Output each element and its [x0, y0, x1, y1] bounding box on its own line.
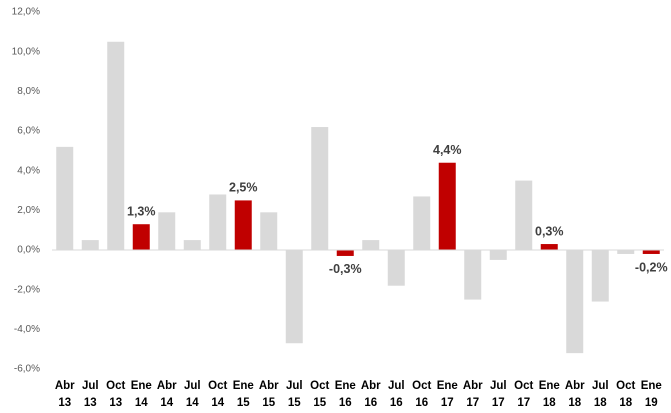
- bar: [107, 41, 125, 250]
- x-tick-label: Oct 16: [412, 380, 431, 409]
- bar: [642, 250, 660, 254]
- y-tick-label: 0,0%: [17, 245, 40, 256]
- bar: [489, 250, 507, 260]
- x-tick-label: Abr 18: [565, 380, 585, 409]
- x-tick-label: Oct 13: [106, 380, 125, 409]
- bar: [285, 250, 303, 344]
- data-label: -0,2%: [635, 260, 668, 274]
- bar: [132, 224, 150, 250]
- x-tick-label: Abr 13: [55, 380, 75, 409]
- y-tick-label: -6,0%: [14, 364, 40, 375]
- y-tick-label: -4,0%: [14, 324, 40, 335]
- bar: [362, 240, 380, 250]
- bar: [413, 196, 431, 250]
- x-tick-label: Ene 19: [641, 380, 662, 409]
- x-tick-label: Ene 17: [437, 380, 458, 409]
- x-tick-label: Jul 15: [286, 380, 303, 409]
- bar: [336, 250, 354, 256]
- bar: [566, 250, 584, 354]
- bar: [387, 250, 405, 286]
- x-tick-label: Jul 17: [490, 380, 507, 409]
- data-label: 0,3%: [535, 224, 564, 238]
- bar: [158, 212, 176, 250]
- data-label: 1,3%: [127, 205, 156, 219]
- y-tick-label: 2,0%: [17, 205, 40, 216]
- x-tick-label: Jul 13: [82, 380, 99, 409]
- x-tick-label: Oct 15: [310, 380, 329, 409]
- bar: [81, 240, 99, 250]
- bar: [438, 162, 456, 250]
- bar: [540, 244, 558, 250]
- y-tick-label: -2,0%: [14, 284, 40, 295]
- y-tick-label: 12,0%: [12, 7, 40, 18]
- bar: [234, 200, 252, 250]
- y-tick-label: 6,0%: [17, 126, 40, 137]
- y-tick-label: 8,0%: [17, 86, 40, 97]
- bar: [209, 194, 227, 250]
- x-tick-label: Ene 15: [233, 380, 254, 409]
- x-tick-label: Ene 16: [335, 380, 356, 409]
- y-tick-label: 10,0%: [12, 46, 40, 57]
- bar: [464, 250, 482, 300]
- x-tick-label: Oct 18: [616, 380, 635, 409]
- x-tick-label: Jul 18: [592, 380, 609, 409]
- bar: [515, 180, 533, 250]
- x-tick-label: Oct 17: [514, 380, 533, 409]
- x-tick-label: Jul 14: [184, 380, 201, 409]
- data-label: 2,5%: [229, 181, 258, 195]
- x-tick-label: Abr 16: [361, 380, 381, 409]
- bar: [311, 127, 329, 250]
- x-tick-label: Jul 16: [388, 380, 405, 409]
- x-tick-label: Oct 14: [208, 380, 227, 409]
- x-tick-label: Abr 14: [157, 380, 177, 409]
- data-label: -0,3%: [329, 262, 362, 276]
- x-tick-label: Abr 17: [463, 380, 483, 409]
- data-label: 4,4%: [433, 143, 462, 157]
- bar: [183, 240, 201, 250]
- x-tick-label: Ene 14: [131, 380, 152, 409]
- bar: [591, 250, 609, 302]
- x-tick-label: Abr 15: [259, 380, 279, 409]
- x-tick-label: Ene 18: [539, 380, 560, 409]
- bar: [260, 212, 278, 250]
- bar: [56, 146, 74, 250]
- bar: [617, 250, 635, 254]
- y-tick-label: 4,0%: [17, 165, 40, 176]
